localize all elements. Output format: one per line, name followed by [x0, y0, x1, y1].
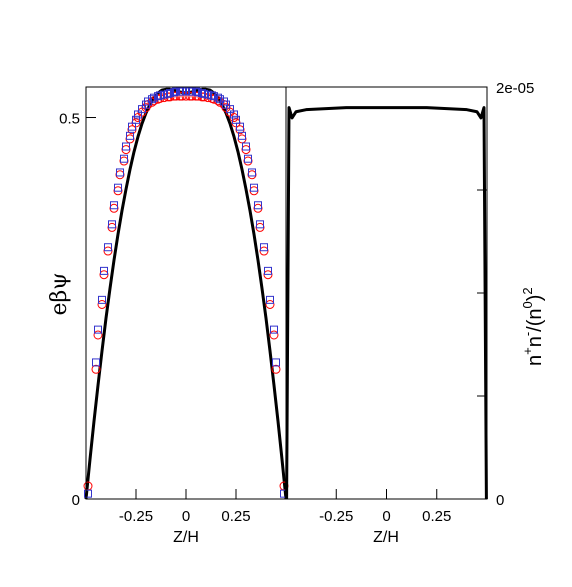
left-circle-point	[247, 170, 257, 180]
left-square-point	[248, 168, 256, 177]
left-circle-point	[93, 330, 103, 340]
left-y-axis-label: eβψ	[47, 273, 72, 316]
left-square-point	[170, 88, 178, 97]
left-square-point	[254, 201, 262, 210]
right-y-tick-label: 0	[496, 492, 504, 509]
left-circle-point	[115, 170, 125, 180]
left-circle-point	[91, 364, 101, 374]
left-square-point	[238, 131, 246, 140]
left-square-point	[94, 325, 102, 334]
left-circle-point	[271, 364, 281, 374]
left-square-point	[272, 358, 280, 367]
left-circle-point	[243, 156, 253, 166]
right-x-axis-label: Z/H	[373, 529, 399, 546]
left-square-point	[266, 295, 274, 304]
left-square-point	[132, 115, 140, 124]
left-square-point	[192, 87, 200, 96]
left-square-point	[110, 201, 118, 210]
right-panel: -0.25 0 0.25 0 2e-05	[285, 80, 534, 525]
left-circle-point	[269, 330, 279, 340]
left-square-point	[236, 122, 244, 131]
left-x-tick-label: 0	[182, 508, 190, 525]
left-square-point	[230, 110, 238, 119]
right-x-tick-label: 0	[382, 508, 390, 525]
left-plot-frame	[85, 86, 287, 500]
right-x-tick-label: -0.25	[319, 508, 353, 525]
left-y-tick-label: 0	[72, 492, 80, 509]
left-square-point	[108, 220, 116, 229]
left-square-point	[126, 131, 134, 140]
left-square-point	[154, 92, 162, 101]
left-square-point	[92, 358, 100, 367]
left-square-point	[116, 168, 124, 177]
left-square-point	[104, 243, 112, 252]
right-y-axis-label: n+n-/(n0)2	[520, 287, 546, 366]
left-square-point	[164, 89, 172, 98]
left-x-axis-label: Z/H	[173, 529, 199, 546]
left-square-point	[98, 295, 106, 304]
left-square-point	[242, 142, 250, 151]
left-panel: -0.25 0 0.25 0 0.5	[59, 86, 289, 525]
right-series-line	[285, 106, 488, 500]
left-square-point	[208, 91, 216, 100]
left-square-point	[250, 183, 258, 192]
left-square-point	[264, 266, 272, 275]
left-square-point	[260, 243, 268, 252]
right-x-tick-label: 0.25	[422, 508, 451, 525]
right-y-tick-label: 2e-05	[496, 80, 534, 97]
left-square-point	[114, 183, 122, 192]
left-square-point	[270, 325, 278, 334]
right-plot-frame	[285, 86, 488, 500]
left-y-tick-label: 0.5	[59, 111, 80, 128]
left-series-line	[84, 87, 288, 500]
left-circle-point	[97, 299, 107, 309]
left-square-point	[256, 220, 264, 229]
left-x-tick-label: 0.25	[221, 508, 250, 525]
left-square-point	[100, 266, 108, 275]
left-square-point	[120, 154, 128, 163]
left-square-point	[122, 142, 130, 151]
left-circle-point	[119, 156, 129, 166]
left-square-point	[84, 489, 92, 498]
left-circle-point	[265, 299, 275, 309]
left-x-tick-label: -0.25	[119, 508, 153, 525]
left-square-point	[244, 154, 252, 163]
left-square-point	[198, 89, 206, 98]
